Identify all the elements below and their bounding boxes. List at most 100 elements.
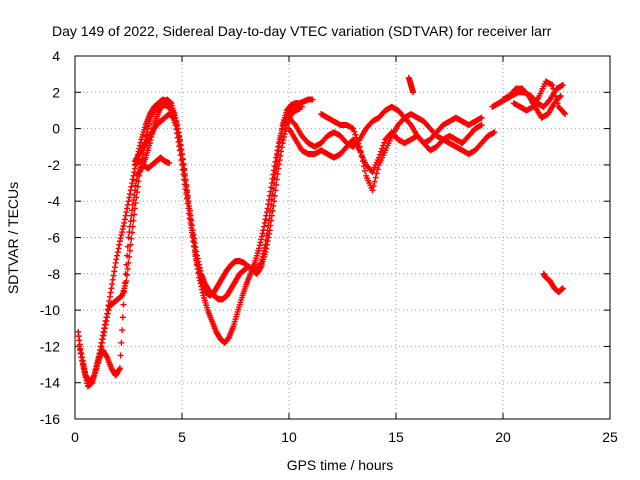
y-tick-label: -16 xyxy=(40,411,60,427)
data-point xyxy=(115,245,122,252)
data-point xyxy=(410,89,417,96)
data-point xyxy=(126,229,133,236)
series-3 xyxy=(78,96,303,388)
data-point xyxy=(113,256,120,263)
y-tick-label: -2 xyxy=(48,157,61,173)
data-point xyxy=(116,241,123,248)
data-point xyxy=(119,314,126,321)
data-point xyxy=(267,222,274,229)
data-point xyxy=(121,216,128,223)
data-point xyxy=(552,92,559,99)
data-point xyxy=(126,194,133,201)
data-point xyxy=(78,350,85,357)
data-point xyxy=(79,357,86,364)
y-tick-label: 4 xyxy=(52,48,60,64)
data-point xyxy=(105,307,112,314)
data-point xyxy=(116,366,123,373)
data-point xyxy=(187,212,194,219)
data-point xyxy=(355,140,362,147)
y-tick-label: 0 xyxy=(52,121,60,137)
data-point xyxy=(126,190,133,197)
data-point xyxy=(125,234,132,241)
data-point xyxy=(358,153,365,160)
data-point xyxy=(129,207,136,214)
data-point xyxy=(262,216,269,223)
data-point xyxy=(109,281,116,288)
data-point xyxy=(273,181,280,188)
data-point xyxy=(130,196,137,203)
data-point xyxy=(191,235,198,242)
y-tick-label: -10 xyxy=(40,302,60,318)
data-point xyxy=(550,85,557,92)
data-point xyxy=(276,161,283,168)
data-point xyxy=(188,222,195,229)
data-point xyxy=(266,196,273,203)
data-point xyxy=(372,174,379,181)
data-point xyxy=(269,207,276,214)
y-axis-title: SDTVAR / TECUs xyxy=(5,182,21,294)
data-point xyxy=(272,158,279,165)
data-point xyxy=(268,217,275,224)
data-point xyxy=(256,242,263,249)
data-point xyxy=(181,170,188,177)
data-point xyxy=(281,131,288,138)
data-point xyxy=(265,201,272,208)
data-point xyxy=(257,239,264,246)
series-4 xyxy=(131,111,177,165)
data-point xyxy=(109,276,116,283)
data-point xyxy=(99,339,106,346)
data-point xyxy=(369,187,376,194)
data-point xyxy=(173,118,180,125)
data-point xyxy=(123,209,130,216)
data-point xyxy=(174,125,181,132)
data-point xyxy=(271,198,278,205)
data-point xyxy=(257,264,264,271)
data-point xyxy=(122,270,129,277)
data-point xyxy=(128,212,135,219)
data-point xyxy=(79,354,86,361)
x-tick-label: 10 xyxy=(281,429,297,445)
data-point xyxy=(478,121,485,128)
y-tick-label: -6 xyxy=(48,230,61,246)
data-point xyxy=(76,343,83,350)
data-point xyxy=(123,261,130,268)
data-point xyxy=(129,180,136,187)
data-point xyxy=(101,325,108,332)
data-point xyxy=(359,158,366,165)
data-point xyxy=(100,332,107,339)
data-point xyxy=(271,163,278,170)
data-point xyxy=(193,248,200,255)
data-point xyxy=(553,96,560,103)
data-point xyxy=(176,132,183,139)
data-point xyxy=(183,181,190,188)
data-point xyxy=(108,285,115,292)
data-point xyxy=(179,155,186,162)
data-point xyxy=(176,136,183,143)
axis-ticks: 0 5 10 15 20 25 -16 -14 -12 -10 -8 -6 -4 -2 0 2 4 xyxy=(40,48,618,445)
data-point xyxy=(272,187,279,194)
data-point xyxy=(166,160,173,167)
data-point xyxy=(524,91,531,98)
data-point xyxy=(117,235,124,242)
data-point xyxy=(197,267,204,274)
data-point xyxy=(378,148,385,155)
data-point xyxy=(179,151,185,158)
data-point xyxy=(118,339,125,346)
data-point xyxy=(560,109,567,116)
data-point xyxy=(549,82,556,89)
data-point xyxy=(196,264,203,271)
data-point xyxy=(132,182,139,189)
data-point xyxy=(361,167,368,174)
data-point xyxy=(281,134,288,141)
data-point xyxy=(371,178,378,185)
data-point xyxy=(184,192,191,199)
data-point xyxy=(263,241,270,248)
data-point xyxy=(177,141,184,148)
data-point xyxy=(183,187,190,194)
data-point xyxy=(562,111,569,118)
data-point xyxy=(121,288,128,295)
data-point xyxy=(185,198,192,205)
data-point xyxy=(350,125,357,132)
data-point xyxy=(129,201,136,208)
